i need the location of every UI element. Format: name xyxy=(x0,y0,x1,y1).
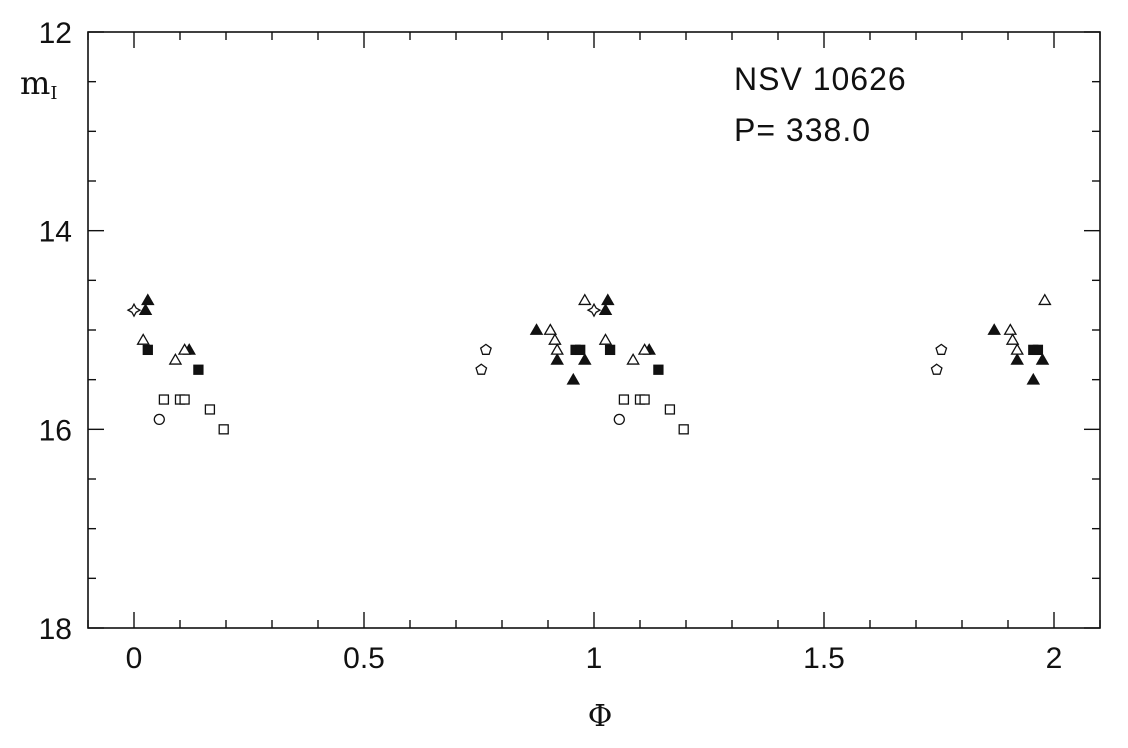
data-point-triangle-open xyxy=(168,353,183,365)
x-tick-label: 0.5 xyxy=(343,642,385,675)
data-point-square-open xyxy=(664,404,676,415)
x-tick-label: 0 xyxy=(126,642,143,675)
x-tick-label: 1 xyxy=(586,642,603,675)
data-point-square-open xyxy=(618,394,630,405)
data-point-triangle-open xyxy=(1003,323,1018,335)
data-point-star-open xyxy=(586,302,602,318)
data-point-triangle-open xyxy=(550,343,564,355)
x-tick-label: 2 xyxy=(1046,642,1063,675)
data-points xyxy=(126,293,1052,435)
data-point-pentagon-open xyxy=(935,343,948,355)
data-point-circle-open xyxy=(613,413,625,426)
data-point-triangle-open xyxy=(578,293,592,306)
data-point-triangle-open xyxy=(598,333,613,345)
axis-tick-labels: 0 0.5 1 1.5 2 12 14 16 18 xyxy=(39,17,1063,675)
annotation-period: P= 338.0 xyxy=(734,112,871,148)
data-point-triangle-filled xyxy=(529,323,544,335)
data-point-triangle-open xyxy=(543,323,558,335)
data-point-pentagon-open xyxy=(930,363,943,375)
y-axis-title-subscript: I xyxy=(50,83,57,104)
data-point-square-open xyxy=(204,404,216,415)
data-point-square-open xyxy=(158,394,170,405)
data-point-triangle-open xyxy=(1038,293,1052,306)
data-point-pentagon-open xyxy=(475,363,488,375)
y-axis-title-main: m xyxy=(20,64,50,102)
data-point-square-filled xyxy=(193,364,204,375)
x-axis-title: Φ xyxy=(588,699,613,734)
data-point-square-open xyxy=(218,424,229,435)
data-point-triangle-filled xyxy=(578,353,592,365)
data-point-star-open xyxy=(126,302,142,318)
annotation-star-name: NSV 10626 xyxy=(734,61,907,97)
data-point-square-filled xyxy=(1032,344,1044,356)
data-point-square-filled xyxy=(575,344,586,356)
data-point-triangle-filled xyxy=(566,372,581,385)
data-point-triangle-filled xyxy=(987,323,1001,335)
y-tick-label: 18 xyxy=(39,613,72,646)
y-tick-label: 12 xyxy=(39,17,72,50)
data-point-triangle-open xyxy=(1010,343,1024,355)
data-point-triangle-filled xyxy=(1035,353,1050,365)
data-point-triangle-filled xyxy=(1026,372,1041,385)
data-point-square-filled xyxy=(604,344,616,356)
data-point-triangle-filled xyxy=(598,303,613,316)
data-point-square-filled xyxy=(653,364,664,375)
data-point-triangle-open xyxy=(177,343,192,355)
data-point-triangle-open xyxy=(637,343,652,355)
plot-frame xyxy=(87,31,1101,629)
data-point-triangle-open xyxy=(626,353,640,365)
x-tick-label: 1.5 xyxy=(803,642,845,675)
y-tick-label: 16 xyxy=(39,414,72,447)
data-point-pentagon-open xyxy=(479,343,492,355)
data-point-triangle-open xyxy=(548,333,562,345)
data-point-triangle-filled xyxy=(141,293,155,306)
data-point-triangle-open xyxy=(1005,333,1020,345)
data-point-triangle-filled xyxy=(1010,353,1024,365)
data-point-square-open xyxy=(639,394,650,405)
data-point-square-open xyxy=(179,394,190,405)
data-point-triangle-filled xyxy=(601,293,615,306)
data-point-square-filled xyxy=(142,344,153,356)
data-point-triangle-filled xyxy=(138,303,153,316)
y-tick-label: 14 xyxy=(39,216,72,249)
axis-ticks xyxy=(87,31,1101,629)
data-point-triangle-open xyxy=(136,333,150,345)
data-point-circle-open xyxy=(153,413,165,426)
y-axis-title: mI xyxy=(20,64,57,104)
data-point-triangle-filled xyxy=(550,353,564,365)
data-point-square-open xyxy=(678,424,689,435)
